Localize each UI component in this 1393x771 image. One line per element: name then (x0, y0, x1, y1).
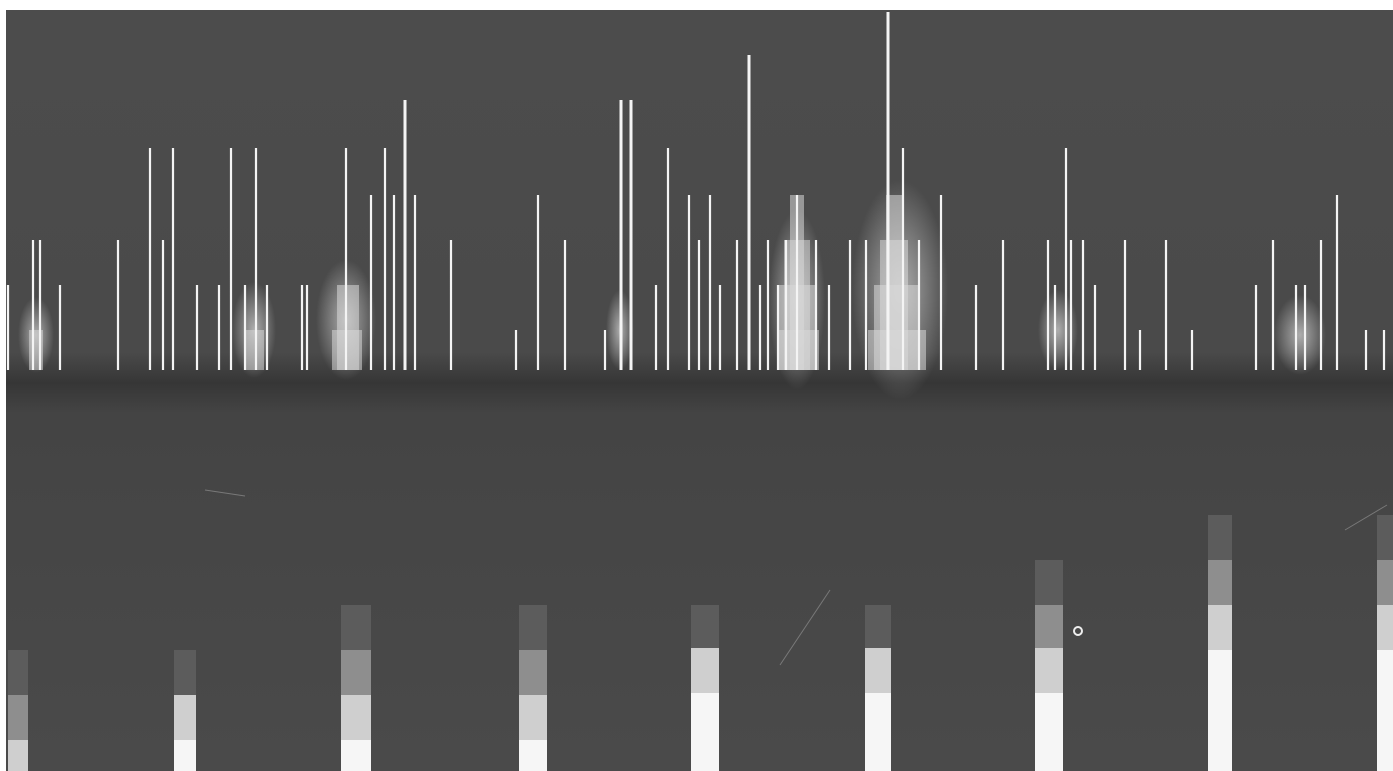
spectral-line (1046, 240, 1050, 370)
spectral-line (697, 240, 701, 370)
spectral-line (243, 285, 247, 370)
spectral-line (1138, 330, 1142, 370)
spectral-line (254, 148, 258, 370)
spectral-line (116, 240, 120, 370)
line-glow (1274, 295, 1326, 375)
spectral-line (747, 55, 751, 370)
spectral-line (1382, 330, 1386, 370)
spectral-line (654, 285, 658, 370)
line-cluster-block (868, 330, 926, 370)
spectral-lines (6, 12, 1386, 370)
spectral-line (901, 148, 905, 370)
spectral-line (848, 240, 852, 370)
spectral-line (148, 148, 152, 370)
spectral-line (1254, 285, 1258, 370)
spectral-line (758, 285, 762, 370)
spectral-line (514, 330, 518, 370)
spectral-line (38, 240, 42, 370)
spectral-line (369, 195, 373, 370)
spectral-line (1335, 195, 1339, 370)
spectral-line (195, 285, 199, 370)
spectral-line (1164, 240, 1168, 370)
spectral-line (784, 240, 788, 370)
spectral-line (917, 240, 921, 370)
calibration-step (1377, 515, 1393, 771)
spectral-line (1364, 330, 1368, 370)
spectral-line (383, 148, 387, 370)
dust-ring (1073, 626, 1083, 636)
spectral-line (31, 240, 35, 370)
spectral-line (603, 330, 607, 370)
spectral-line (1303, 285, 1307, 370)
spectral-line (708, 195, 712, 370)
spectral-line (229, 148, 233, 370)
calibration-step (691, 605, 719, 771)
spectral-line (864, 240, 868, 370)
calibration-step (174, 650, 196, 771)
spectral-line (305, 285, 309, 370)
spectral-line (718, 285, 722, 370)
spectral-line (666, 148, 670, 370)
calibration-step (1208, 515, 1232, 771)
spectral-line (300, 285, 304, 370)
spectral-line (58, 285, 62, 370)
spectral-line (1294, 285, 1298, 370)
calibration-steps (8, 515, 1393, 771)
spectral-line (766, 240, 770, 370)
spectral-line (629, 100, 633, 370)
spectral-line (1069, 240, 1073, 370)
spectral-line (827, 285, 831, 370)
spectral-line (1001, 240, 1005, 370)
calibration-step (341, 605, 371, 771)
spectral-line (1064, 148, 1068, 370)
calibration-step (8, 650, 28, 771)
spectral-line (687, 195, 691, 370)
spectral-line (563, 240, 567, 370)
spectral-line (886, 12, 890, 370)
calibration-step (865, 605, 891, 771)
spectral-line (795, 195, 799, 370)
plate-specks (204, 489, 1388, 666)
spectral-line (344, 148, 348, 370)
calibration-step (519, 605, 547, 771)
spectral-line (1190, 330, 1194, 370)
spectral-line (1271, 240, 1275, 370)
spectral-line (403, 100, 407, 370)
plate-scratch (204, 489, 246, 497)
spectral-line (1319, 240, 1323, 370)
spectral-line (392, 195, 396, 370)
plate-scratch (1344, 504, 1388, 531)
calibration-step (1035, 560, 1063, 771)
spectral-line (619, 100, 623, 370)
spectral-line (776, 285, 780, 370)
plate-scratch (779, 589, 831, 666)
spectral-line (735, 240, 739, 370)
spectral-line (265, 285, 269, 370)
spectrogram-plate (6, 10, 1393, 771)
spectral-line (814, 240, 818, 370)
spectral-line (1123, 240, 1127, 370)
spectral-line (6, 285, 10, 370)
spectral-line (1053, 285, 1057, 370)
spectral-line (171, 148, 175, 370)
spectral-line (1081, 240, 1085, 370)
spectral-line (939, 195, 943, 370)
spectral-line (217, 285, 221, 370)
spectral-line (536, 195, 540, 370)
spectral-line (449, 240, 453, 370)
spectral-line (974, 285, 978, 370)
spectral-line (413, 195, 417, 370)
spectral-line (1093, 285, 1097, 370)
spectral-line (161, 240, 165, 370)
spectrogram-svg (6, 10, 1393, 771)
